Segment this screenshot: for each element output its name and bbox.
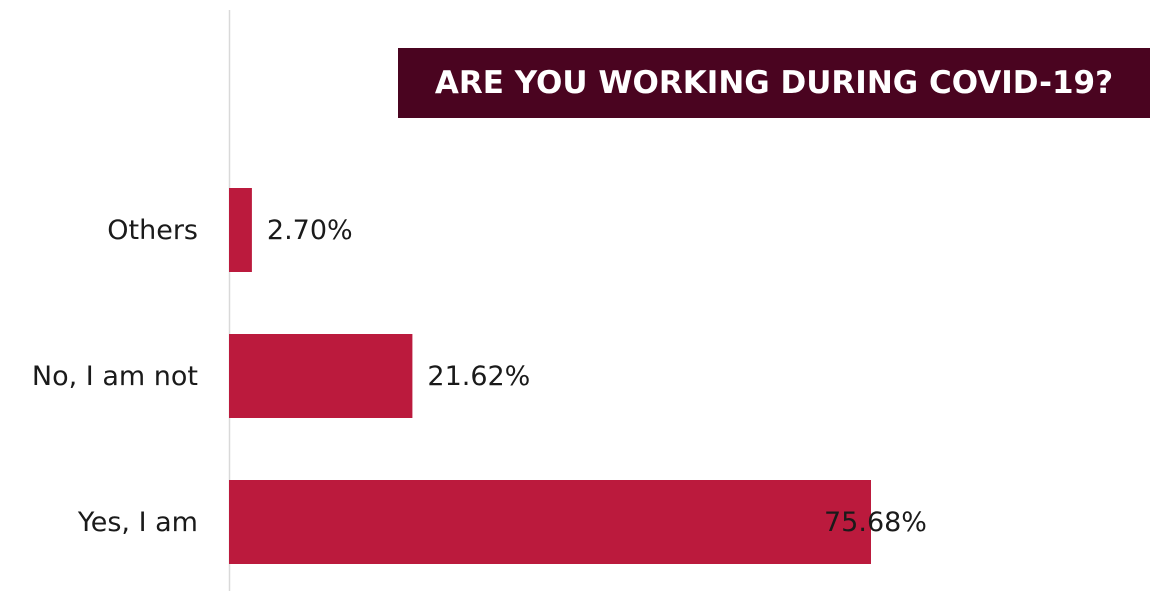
chart-title: ARE YOU WORKING DURING COVID-19? — [434, 65, 1114, 101]
category-label: Others — [107, 215, 198, 246]
bar-2 — [229, 480, 871, 564]
bar-1 — [229, 334, 413, 418]
category-label: Yes, I am — [77, 507, 198, 538]
chart-title-box: ARE YOU WORKING DURING COVID-19? — [398, 48, 1150, 118]
value-label: 2.70% — [267, 215, 353, 246]
category-labels: Others No, I am not Yes, I am — [32, 215, 198, 538]
value-labels: 2.70% 21.62% 75.68% — [267, 215, 927, 538]
bar-0 — [229, 188, 252, 272]
bars-layer — [229, 188, 871, 564]
value-label: 75.68% — [824, 507, 927, 538]
value-label: 21.62% — [427, 361, 530, 392]
category-label: No, I am not — [32, 361, 198, 392]
